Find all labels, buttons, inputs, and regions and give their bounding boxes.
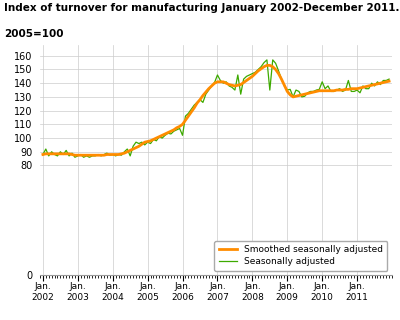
Smoothed seasonally adjusted bbox=[387, 79, 392, 83]
Smoothed seasonally adjusted bbox=[236, 83, 240, 87]
Seasonally adjusted bbox=[264, 58, 269, 62]
Smoothed seasonally adjusted bbox=[381, 81, 386, 84]
Seasonally adjusted bbox=[40, 153, 45, 156]
Smoothed seasonally adjusted bbox=[116, 153, 121, 156]
Smoothed seasonally adjusted bbox=[40, 153, 45, 156]
Seasonally adjusted bbox=[236, 73, 240, 77]
Seasonally adjusted bbox=[387, 77, 392, 81]
Smoothed seasonally adjusted bbox=[285, 90, 290, 93]
Text: 2005=100: 2005=100 bbox=[4, 29, 64, 39]
Smoothed seasonally adjusted bbox=[320, 89, 324, 93]
Smoothed seasonally adjusted bbox=[136, 144, 141, 148]
Seasonally adjusted bbox=[285, 88, 290, 92]
Legend: Smoothed seasonally adjusted, Seasonally adjusted: Smoothed seasonally adjusted, Seasonally… bbox=[214, 241, 388, 271]
Line: Seasonally adjusted: Seasonally adjusted bbox=[43, 60, 389, 157]
Seasonally adjusted bbox=[72, 155, 77, 159]
Text: Index of turnover for manufacturing January 2002-December 2011.: Index of turnover for manufacturing Janu… bbox=[4, 3, 400, 13]
Smoothed seasonally adjusted bbox=[72, 153, 77, 157]
Seasonally adjusted bbox=[116, 153, 121, 156]
Seasonally adjusted bbox=[381, 78, 386, 82]
Seasonally adjusted bbox=[136, 142, 141, 146]
Seasonally adjusted bbox=[320, 80, 324, 84]
Smoothed seasonally adjusted bbox=[264, 63, 269, 67]
Line: Smoothed seasonally adjusted: Smoothed seasonally adjusted bbox=[43, 65, 389, 155]
